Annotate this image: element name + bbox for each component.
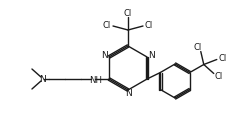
Text: Cl: Cl [144, 20, 153, 29]
Text: N: N [147, 51, 154, 60]
Text: NH: NH [89, 76, 102, 85]
Text: Cl: Cl [214, 72, 222, 81]
Text: Cl: Cl [102, 20, 111, 29]
Text: Cl: Cl [218, 54, 226, 63]
Text: N: N [101, 51, 108, 60]
Text: N: N [39, 75, 46, 84]
Text: Cl: Cl [123, 9, 131, 18]
Text: Cl: Cl [193, 44, 201, 53]
Text: N: N [125, 90, 132, 99]
